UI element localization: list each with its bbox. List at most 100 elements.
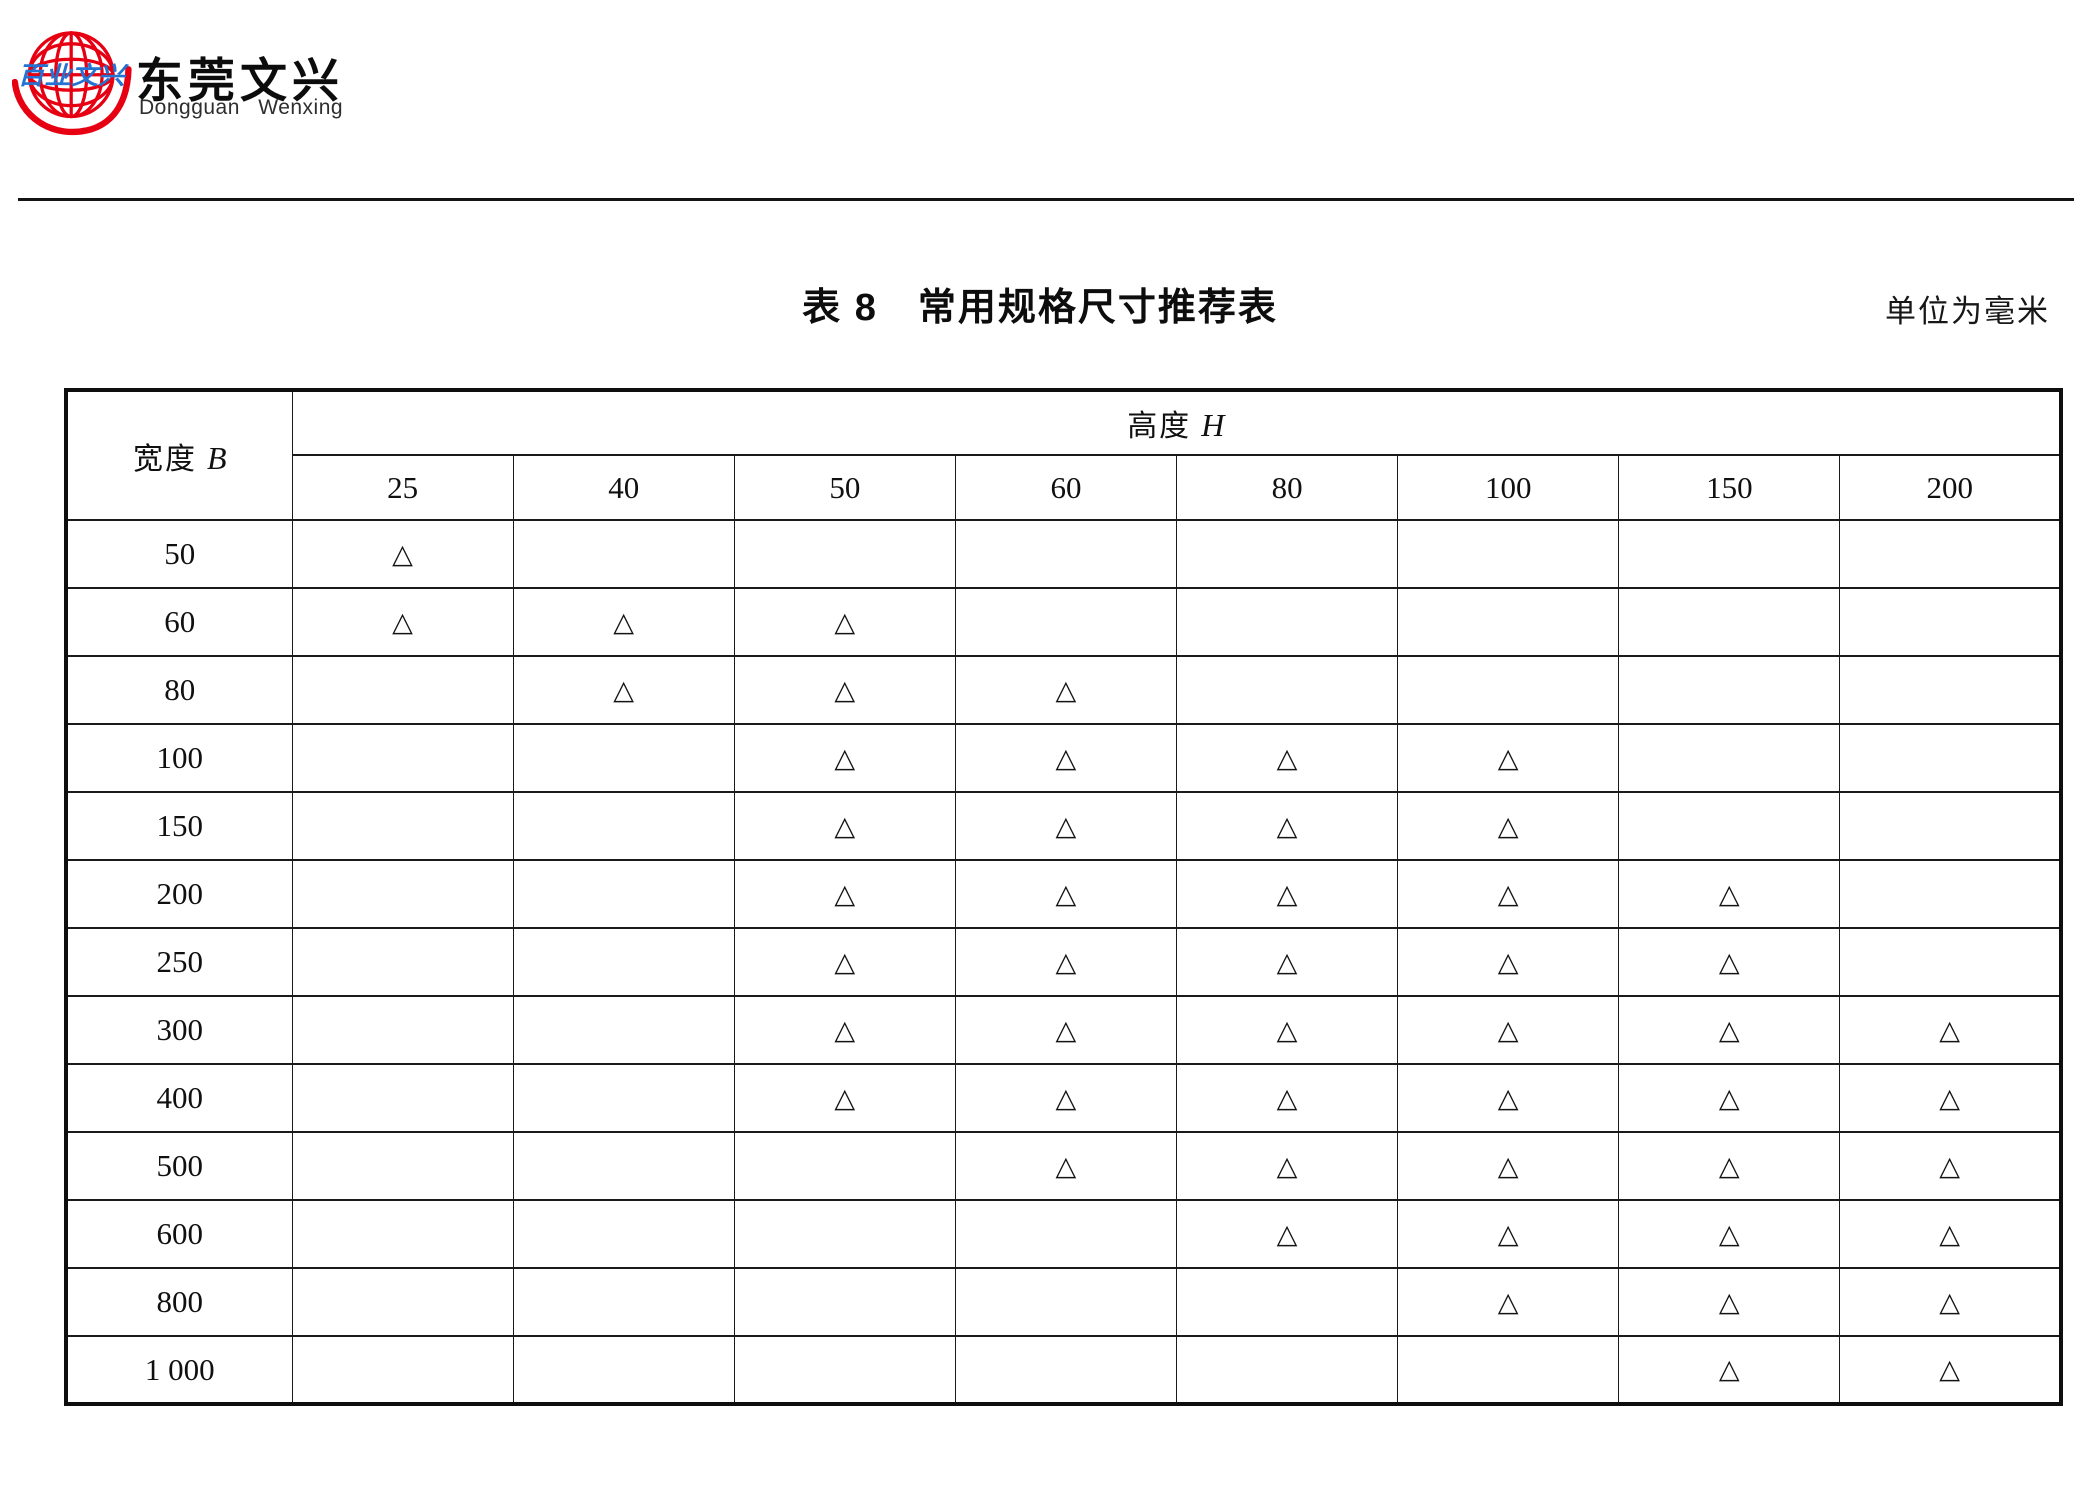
empty-cell bbox=[291, 859, 514, 929]
marker-cell: △ bbox=[1618, 1131, 1841, 1201]
top-header-row: 宽度 B 高度 H bbox=[65, 389, 2062, 521]
empty-cell bbox=[291, 1267, 514, 1337]
empty-cell bbox=[1839, 927, 2062, 997]
unit-note: 单位为毫米 bbox=[1885, 294, 2050, 329]
row-label: 1 000 bbox=[65, 1335, 293, 1405]
marker-cell: △ bbox=[954, 995, 1178, 1065]
row-label: 100 bbox=[65, 723, 293, 793]
empty-cell bbox=[1839, 791, 2062, 861]
marker-cell: △ bbox=[1175, 723, 1399, 793]
marker-cell: △ bbox=[1397, 927, 1620, 997]
empty-cell bbox=[954, 1199, 1178, 1269]
empty-cell bbox=[512, 519, 735, 589]
marker-cell: △ bbox=[1839, 1199, 2062, 1269]
empty-cell bbox=[1175, 655, 1399, 725]
marker-cell: △ bbox=[1175, 791, 1399, 861]
company-name-en: Dongguan Wenxing bbox=[139, 96, 344, 119]
column-header-row: 25 40 50 60 80 100 150 200 bbox=[66, 454, 2062, 521]
empty-cell bbox=[1175, 587, 1399, 657]
empty-cell bbox=[512, 723, 735, 793]
marker-cell: △ bbox=[512, 587, 735, 657]
empty-cell bbox=[1618, 791, 1841, 861]
marker-cell: △ bbox=[1397, 1131, 1620, 1201]
marker-cell: △ bbox=[954, 1131, 1178, 1201]
empty-cell bbox=[733, 1267, 956, 1337]
marker-cell: △ bbox=[1397, 995, 1620, 1065]
empty-cell bbox=[1618, 655, 1841, 725]
empty-cell bbox=[1839, 655, 2062, 725]
header-divider bbox=[18, 198, 2074, 201]
empty-cell bbox=[733, 1131, 956, 1201]
empty-cell bbox=[291, 927, 514, 997]
empty-cell bbox=[512, 995, 735, 1065]
marker-cell: △ bbox=[954, 1063, 1178, 1133]
company-logo: 百业文兴 东莞文兴 Dongguan Wenxing bbox=[12, 0, 632, 150]
marker-cell: △ bbox=[733, 655, 956, 725]
empty-cell bbox=[1397, 587, 1620, 657]
marker-cell: △ bbox=[1397, 859, 1620, 929]
marker-cell: △ bbox=[1397, 791, 1620, 861]
corner-header-symbol: B bbox=[206, 439, 227, 476]
empty-cell bbox=[1839, 587, 2062, 657]
table-row: 400 △ △ △ △ △ △ bbox=[65, 1063, 2062, 1133]
marker-cell: △ bbox=[1175, 927, 1399, 997]
marker-cell: △ bbox=[954, 723, 1178, 793]
marker-cell: △ bbox=[1618, 927, 1841, 997]
row-label: 150 bbox=[65, 791, 293, 861]
row-label: 500 bbox=[65, 1131, 293, 1201]
table-caption: 表 8 常用规格尺寸推荐表 bbox=[802, 287, 1278, 329]
marker-cell: △ bbox=[954, 791, 1178, 861]
table-row: 80 △ △ △ bbox=[65, 655, 2062, 725]
table-row: 250 △ △ △ △ △ bbox=[65, 927, 2062, 997]
empty-cell bbox=[954, 587, 1178, 657]
column-header-80: 80 bbox=[1175, 454, 1399, 521]
table-row: 300 △ △ △ △ △ △ bbox=[65, 995, 2062, 1065]
globe-logo-text: 百业文兴 bbox=[18, 62, 130, 90]
marker-cell: △ bbox=[1839, 1335, 2062, 1405]
marker-cell: △ bbox=[1397, 1267, 1620, 1337]
column-header-150: 150 bbox=[1618, 454, 1841, 521]
marker-cell: △ bbox=[733, 995, 956, 1065]
column-header-100: 100 bbox=[1397, 454, 1620, 521]
empty-cell bbox=[1618, 723, 1841, 793]
height-header: 高度 H bbox=[291, 389, 2062, 456]
row-label: 50 bbox=[65, 519, 293, 589]
empty-cell bbox=[512, 859, 735, 929]
marker-cell: △ bbox=[1175, 1199, 1399, 1269]
spec-table: 宽度 B 高度 H 25 40 50 60 80 100 150 200 50 △ 60 △ △ △ 80 △ △… bbox=[64, 388, 2063, 1406]
empty-cell bbox=[291, 1131, 514, 1201]
table-row: 150 △ △ △ △ bbox=[65, 791, 2062, 861]
empty-cell bbox=[954, 1335, 1178, 1405]
empty-cell bbox=[291, 995, 514, 1065]
company-name-zh: 东莞文兴 bbox=[136, 56, 344, 108]
marker-cell: △ bbox=[1175, 1063, 1399, 1133]
empty-cell bbox=[733, 1335, 956, 1405]
marker-cell: △ bbox=[1175, 1131, 1399, 1201]
empty-cell bbox=[512, 1199, 735, 1269]
marker-cell: △ bbox=[1397, 1199, 1620, 1269]
marker-cell: △ bbox=[1618, 1199, 1841, 1269]
marker-cell: △ bbox=[1397, 723, 1620, 793]
height-header-text: 高度 bbox=[1127, 410, 1192, 443]
marker-cell: △ bbox=[1618, 859, 1841, 929]
marker-cell: △ bbox=[733, 587, 956, 657]
marker-cell: △ bbox=[733, 1063, 956, 1133]
marker-cell: △ bbox=[954, 927, 1178, 997]
corner-header: 宽度 B bbox=[65, 389, 293, 521]
empty-cell bbox=[291, 655, 514, 725]
column-header-50: 50 bbox=[733, 454, 956, 521]
marker-cell: △ bbox=[733, 791, 956, 861]
marker-cell: △ bbox=[291, 519, 514, 589]
empty-cell bbox=[1397, 519, 1620, 589]
empty-cell bbox=[1397, 1335, 1620, 1405]
empty-cell bbox=[512, 1267, 735, 1337]
column-header-60: 60 bbox=[954, 454, 1178, 521]
marker-cell: △ bbox=[1618, 1063, 1841, 1133]
empty-cell bbox=[291, 1199, 514, 1269]
row-label: 400 bbox=[65, 1063, 293, 1133]
marker-cell: △ bbox=[1618, 1267, 1841, 1337]
table-row: 1 000 △ △ bbox=[65, 1335, 2062, 1405]
empty-cell bbox=[1618, 519, 1841, 589]
row-label: 250 bbox=[65, 927, 293, 997]
empty-cell bbox=[954, 1267, 1178, 1337]
